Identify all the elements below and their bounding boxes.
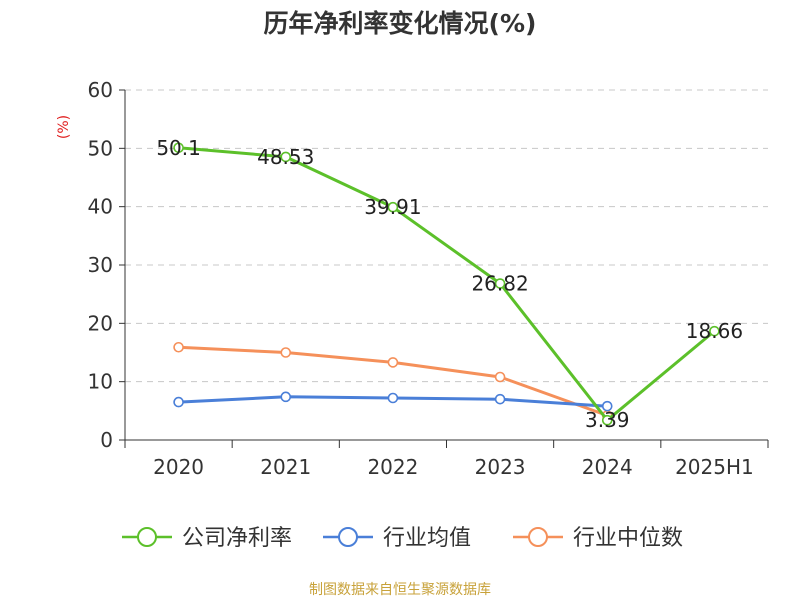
series-0-point-2021 [280,151,292,163]
y-tick-label-50: 50 [88,136,113,160]
x-tick-label-2020: 2020 [153,455,204,479]
axes: 0 10 20 30 40 50 60 2020 2021 2022 2023 2024 2025H1 [88,78,769,479]
series-0-point-2025H1 [709,325,720,337]
data-label-2021: 48.53 [257,145,314,169]
series-0-point-2023 [494,278,506,289]
legend-label-0: 公司净利率 [182,526,292,551]
y-axis-unit-label: (%) [56,115,72,139]
y-tick-label-10: 10 [88,370,113,394]
y-tick-label-30: 30 [88,253,113,277]
series-0-point-2024 [601,414,613,426]
source-note: 制图数据来自恒生聚源数据库 [309,582,491,598]
series-2-point-2023 [494,371,506,383]
x-tick-label-2022: 2022 [367,455,418,479]
series-0-point-2020 [173,142,184,154]
legend-marker-2 [528,527,548,547]
legend-marker-0 [137,527,157,547]
y-tick-label-20: 20 [88,311,113,335]
y-tick-label-40: 40 [88,195,113,219]
grid [125,89,768,383]
data-label-2023: 26.82 [471,272,528,296]
series-2-point-2020 [173,341,184,353]
data-label-2022: 39.91 [364,195,421,219]
series-group [173,142,720,426]
legend-marker-1 [338,527,358,547]
x-tick-label-2024: 2024 [582,455,633,479]
legend: 公司净利率 行业均值 行业中位数 [122,526,683,551]
data-label-2020: 50.1 [156,136,201,160]
series-1-point-2020 [173,396,184,408]
y-tick-label-0: 0 [100,428,113,452]
series-0-point-2022 [387,201,399,213]
x-tick-label-2023: 2023 [475,455,526,479]
series-1-point-2023 [494,393,506,405]
y-tick-label-60: 60 [88,78,113,102]
series-1-point-2024 [601,400,613,412]
data-label-2024: 3.39 [585,408,630,432]
x-tick-label-2021: 2021 [260,455,311,479]
legend-label-1: 行业均值 [383,526,471,551]
chart-title: 历年净利率变化情况(%) [264,9,537,38]
series-1-point-2022 [387,392,399,404]
series-2-point-2022 [387,357,399,368]
legend-label-2: 行业中位数 [573,526,683,551]
data-labels: 50.1 48.53 39.91 26.82 3.39 18.66 [156,136,743,432]
series-2-point-2021 [280,347,292,358]
data-label-2025H1: 18.66 [686,319,743,343]
x-tick-label-2025H1: 2025H1 [675,455,754,479]
series-1-point-2021 [280,391,292,403]
series-line-0 [178,146,716,422]
